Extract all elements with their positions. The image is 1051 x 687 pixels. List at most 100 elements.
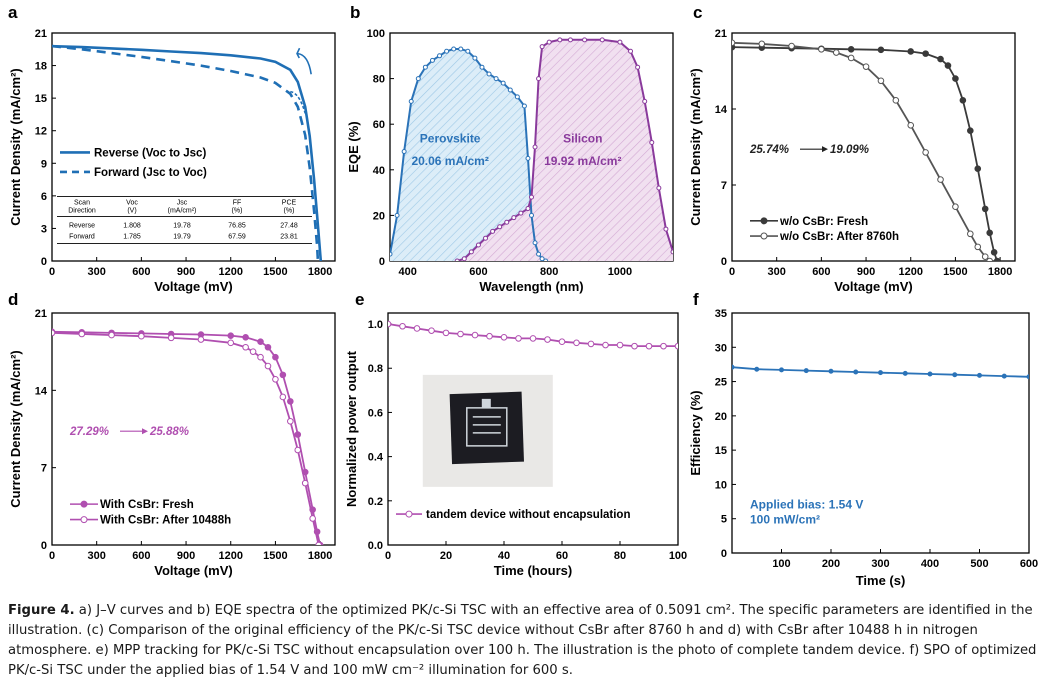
- data-point: [952, 75, 959, 82]
- y-tick-label: 10: [715, 479, 727, 491]
- arrow-icon: [296, 47, 301, 59]
- data-point: [847, 54, 855, 62]
- y-tick-label: 6: [41, 191, 47, 203]
- series-line: [52, 330, 321, 545]
- x-tick-label: 900: [857, 266, 875, 278]
- y-tick-label: 0: [41, 256, 47, 268]
- x-tick-label: 300: [88, 266, 106, 278]
- x-axis-label: Voltage (mV): [154, 279, 233, 294]
- x-tick-label: 1800: [988, 266, 1012, 278]
- data-point: [546, 39, 552, 45]
- x-tick-label: 1800: [308, 550, 332, 562]
- data-point: [529, 212, 534, 218]
- table-header: Jsc: [177, 200, 188, 207]
- x-tick-label: 400: [399, 266, 417, 278]
- data-point: [937, 55, 944, 63]
- panel-letter: a: [8, 3, 18, 22]
- data-point: [847, 45, 855, 53]
- x-tick-label: 1500: [263, 266, 287, 278]
- x-tick-label: 500: [970, 558, 988, 570]
- x-tick-label: 80: [614, 550, 626, 562]
- data-point: [483, 235, 489, 241]
- data-point: [544, 336, 551, 343]
- data-point: [993, 257, 1001, 261]
- data-point: [788, 42, 795, 50]
- x-tick-label: 900: [177, 266, 195, 278]
- data-point: [167, 334, 175, 342]
- data-point: [249, 348, 257, 355]
- y-axis-label: Current Density (mA/cm²): [8, 68, 23, 225]
- data-point: [877, 46, 885, 54]
- data-point: [78, 330, 86, 338]
- data-point: [108, 331, 115, 339]
- x-axis-label: Voltage (mV): [154, 563, 233, 578]
- data-point: [279, 393, 287, 401]
- x-tick-label: 300: [88, 550, 106, 562]
- data-point: [390, 251, 393, 257]
- y-tick-label: 0: [379, 256, 385, 268]
- y-tick-label: 0: [721, 548, 727, 560]
- bias-annotation: 100 mW/cm²: [750, 512, 820, 526]
- x-tick-label: 1800: [308, 266, 332, 278]
- annotation-value: 20.06 mA/cm²: [411, 154, 488, 168]
- data-point: [660, 342, 667, 350]
- panel-b: b 400 600 800 1000 0 20 40 60 80 100 Wavelength (nm…: [346, 3, 674, 294]
- bias-annotation: Applied bias: 1.54 V: [750, 497, 863, 511]
- data-point: [828, 368, 834, 374]
- data-point: [990, 249, 998, 256]
- data-point: [922, 50, 929, 57]
- series-fill: [457, 39, 673, 261]
- y-axis-label: Current Density (mA/cm²): [688, 68, 703, 225]
- y-tick-label: 0.4: [368, 452, 384, 464]
- data-point: [981, 205, 989, 213]
- y-tick-label: 1.0: [368, 319, 383, 331]
- y-tick-label: 14: [35, 385, 48, 397]
- data-point: [732, 364, 735, 370]
- data-point: [521, 103, 527, 109]
- x-tick-label: 200: [822, 558, 840, 570]
- data-point: [242, 343, 249, 351]
- data-point: [257, 338, 264, 346]
- x-tick-label: 1500: [943, 266, 967, 278]
- data-point: [264, 362, 272, 370]
- data-point: [649, 139, 655, 145]
- data-point: [272, 353, 279, 361]
- y-tick-label: 15: [35, 93, 47, 105]
- data-point: [394, 212, 400, 218]
- data-point: [454, 258, 460, 261]
- data-point: [1026, 374, 1029, 380]
- data-point: [557, 37, 563, 43]
- data-point: [457, 330, 464, 338]
- data-point: [227, 339, 235, 347]
- arrow-icon: [822, 146, 828, 153]
- x-tick-label: 300: [871, 558, 889, 570]
- y-tick-label: 25: [715, 377, 727, 389]
- legend-marker: [760, 217, 768, 225]
- panel-c: c 0 300 600 900 1200 1500 1800 0 7 14 21 Voltage (mV…: [688, 3, 1016, 294]
- data-point: [536, 251, 542, 257]
- table-cell: 19.78: [173, 223, 191, 230]
- data-point: [1001, 373, 1007, 379]
- y-tick-label: 21: [35, 308, 47, 320]
- series-line: [52, 44, 323, 261]
- table-cell: 1.785: [123, 234, 141, 241]
- data-point: [907, 121, 915, 129]
- data-point: [479, 64, 485, 70]
- table-cell: 19.79: [173, 234, 191, 241]
- table-cell: 1.808: [123, 223, 141, 230]
- x-tick-label: 1200: [218, 266, 242, 278]
- data-point: [399, 322, 406, 330]
- legend-label: With CsBr: Fresh: [100, 499, 194, 511]
- data-point: [257, 353, 264, 361]
- series-line: [388, 323, 678, 347]
- table-header: Scan: [74, 200, 90, 207]
- x-tick-label: 800: [540, 266, 558, 278]
- y-tick-label: 21: [715, 28, 727, 40]
- x-tick-label: 20: [440, 550, 452, 562]
- data-point: [952, 203, 959, 211]
- data-point: [525, 206, 531, 212]
- x-tick-label: 400: [921, 558, 939, 570]
- table-header: (%): [232, 208, 243, 215]
- series-line: [456, 38, 673, 261]
- plot-area: [732, 364, 1029, 380]
